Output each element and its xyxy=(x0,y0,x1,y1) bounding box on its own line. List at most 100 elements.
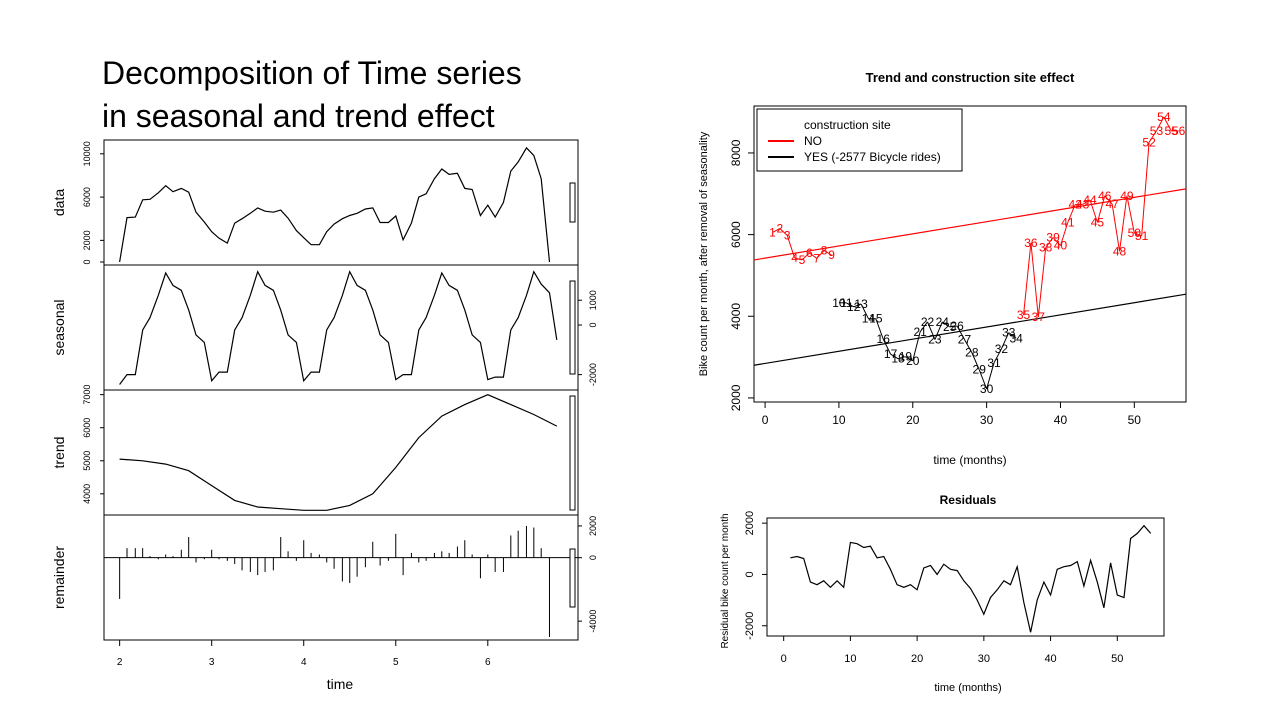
x-tick-label: 0 xyxy=(762,413,769,427)
x-tick-label: 30 xyxy=(978,653,990,665)
red-connector xyxy=(1104,195,1113,205)
red-connector xyxy=(1096,195,1106,223)
point-label: 55 xyxy=(1165,124,1179,138)
black-connector xyxy=(890,353,899,360)
black-connector xyxy=(942,321,950,328)
point-label: 36 xyxy=(1024,236,1038,250)
y-tick-label: 0 xyxy=(588,555,598,560)
range-bar xyxy=(569,280,576,375)
series-line xyxy=(119,146,551,263)
point-label: 21 xyxy=(913,325,927,339)
black-connector xyxy=(853,303,862,308)
point-label: 28 xyxy=(965,346,979,360)
plot-frame xyxy=(753,105,1187,403)
point-label: 12 xyxy=(847,300,861,314)
point-label: 3 xyxy=(784,228,791,242)
slide-title-line1: Decomposition of Time series xyxy=(102,55,522,91)
point-label: 18 xyxy=(891,352,905,366)
black-connector xyxy=(934,321,943,340)
point-label: 26 xyxy=(950,319,964,333)
point-label: 32 xyxy=(995,342,1009,356)
point-label: 43 xyxy=(1076,197,1090,211)
x-axis-label: time (months) xyxy=(933,453,1006,467)
y-tick-label: 4000 xyxy=(729,303,743,330)
x-tick-label: 6 xyxy=(485,657,491,668)
point-label: 25 xyxy=(943,320,957,334)
panel-ylabel: data xyxy=(51,189,67,216)
red-connector xyxy=(1148,130,1157,143)
point-label: 41 xyxy=(1061,215,1075,229)
red-connector xyxy=(801,252,810,261)
red-connector xyxy=(779,228,788,236)
point-label: 47 xyxy=(1105,197,1119,211)
black-connector xyxy=(860,303,869,319)
point-label: 1 xyxy=(769,226,776,240)
red-connector xyxy=(1134,232,1142,237)
point-label: 11 xyxy=(840,296,853,310)
x-axis-label: time xyxy=(327,676,354,692)
red-connector xyxy=(786,235,796,259)
red-connector xyxy=(1082,199,1091,205)
x-tick-label: 40 xyxy=(1044,653,1056,665)
regression-line xyxy=(753,293,1187,366)
x-tick-label: 40 xyxy=(1054,413,1068,427)
red-connector xyxy=(823,250,832,256)
y-tick-label: 5000 xyxy=(82,451,92,471)
point-label: 7 xyxy=(813,251,820,265)
point-label: 48 xyxy=(1113,244,1127,258)
chart-title: Trend and construction site effect xyxy=(866,70,1075,85)
point-label: 17 xyxy=(884,347,898,361)
black-connector xyxy=(882,338,892,355)
point-label: 37 xyxy=(1032,310,1046,324)
chart-title: Residuals xyxy=(940,493,997,507)
point-label: 29 xyxy=(973,363,987,377)
red-connector xyxy=(1141,142,1150,236)
point-label: 15 xyxy=(869,312,883,326)
legend-label: YES (-2577 Bicycle rides) xyxy=(804,150,941,164)
panel-ylabel: seasonal xyxy=(51,299,67,355)
point-label: 54 xyxy=(1157,110,1171,124)
black-connector xyxy=(846,302,854,308)
red-connector xyxy=(1163,116,1172,132)
point-label: 42 xyxy=(1069,197,1083,211)
black-connector xyxy=(919,321,928,333)
point-label: 56 xyxy=(1172,124,1186,138)
red-connector xyxy=(1119,195,1128,252)
black-connector xyxy=(971,352,980,370)
black-connector xyxy=(905,356,914,362)
black-connector xyxy=(956,325,965,340)
y-tick-label: -2000 xyxy=(744,612,756,640)
point-label: 16 xyxy=(877,332,891,346)
point-label: 53 xyxy=(1150,124,1164,138)
point-label: 10 xyxy=(832,296,846,310)
red-connector xyxy=(1089,199,1098,223)
black-connector xyxy=(993,348,1002,364)
x-tick-label: 10 xyxy=(844,653,856,665)
point-label: 38 xyxy=(1039,241,1053,255)
black-connector xyxy=(949,325,958,328)
y-axis-label: Bike count per month, after removal of s… xyxy=(698,131,710,376)
point-label: 24 xyxy=(936,315,950,329)
red-connector xyxy=(1126,195,1135,234)
point-label: 33 xyxy=(1002,326,1016,340)
red-connector xyxy=(809,252,818,259)
range-bar xyxy=(569,182,576,223)
legend-title: construction site xyxy=(804,118,891,132)
point-label: 30 xyxy=(980,382,994,396)
y-tick-label: 10000 xyxy=(82,141,92,166)
y-tick-label: 2000 xyxy=(82,230,92,250)
y-tick-label: 8000 xyxy=(729,139,743,166)
point-label: 14 xyxy=(862,312,876,326)
x-axis-label: time (months) xyxy=(934,682,1001,694)
y-tick-label: 7000 xyxy=(82,385,92,405)
y-tick-label: -2000 xyxy=(588,363,598,386)
panel-ylabel: trend xyxy=(51,437,67,469)
series-line xyxy=(119,270,558,385)
y-tick-label: 2000 xyxy=(729,384,743,411)
x-tick-label: 30 xyxy=(980,413,994,427)
point-label: 31 xyxy=(987,356,1001,370)
x-tick-label: 5 xyxy=(393,657,399,668)
point-label: 4 xyxy=(791,251,798,265)
black-connector xyxy=(1008,332,1017,339)
point-label: 20 xyxy=(906,354,920,368)
